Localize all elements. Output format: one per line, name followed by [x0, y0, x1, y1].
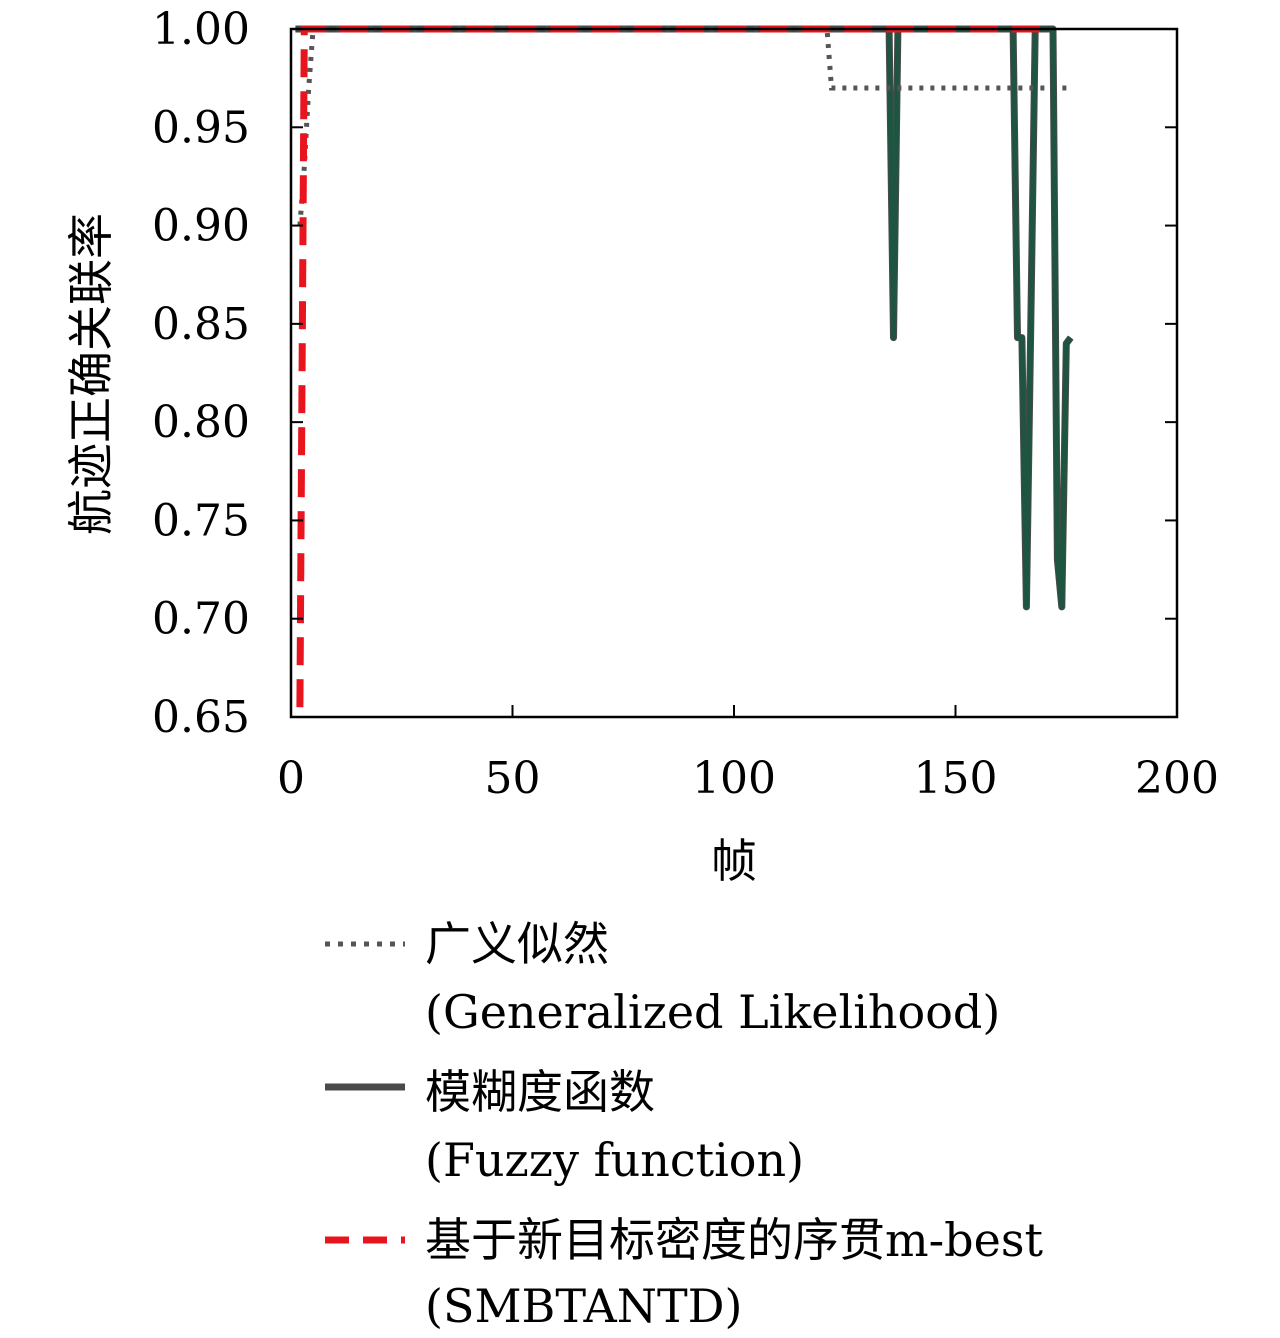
y-tick-label: 1.00 [152, 4, 250, 55]
y-tick-label: 0.90 [152, 201, 250, 252]
x-tick-label: 50 [485, 753, 541, 804]
y-tick-label: 0.65 [152, 692, 250, 743]
x-tick-label: 0 [277, 753, 305, 804]
y-axis-title: 航迹正确关联率 [64, 213, 118, 535]
legend-label-smbtantd-en: (SMBTANTD) [425, 1279, 743, 1333]
ticks-layer: 0 50 100 150 200 0.65 0.70 0.75 0.80 0.85 0.90 0.95… [152, 4, 1219, 804]
y-tick-label: 0.75 [152, 495, 250, 546]
series-line-generalized-likelihood [297, 26, 1071, 226]
series-line-smbtantd [296, 25, 1053, 708]
legend-label-fuzzy-function-en: (Fuzzy function) [425, 1133, 804, 1187]
plot-frame [289, 27, 1179, 719]
y-tick-label: 0.80 [152, 397, 250, 448]
legend-label-smbtantd: 基于新目标密度的序贯m-best [425, 1213, 1043, 1267]
legend-label-generalized-likelihood-en: (Generalized Likelihood) [425, 985, 1000, 1039]
x-tick-label: 150 [914, 753, 998, 804]
series-layer [295, 25, 1074, 708]
series-line-fuzzy-function-drops [886, 26, 1073, 610]
legend-label-generalized-likelihood: 广义似然 [425, 917, 609, 971]
series-line-smbtantd-tail [1050, 28, 1073, 610]
legend-label-fuzzy-function: 模糊度函数 [425, 1065, 655, 1119]
x-tick-label: 100 [692, 753, 776, 804]
y-tick-label: 0.95 [152, 102, 250, 153]
y-tick-label: 0.85 [152, 299, 250, 350]
x-tick-label: 200 [1135, 753, 1219, 804]
y-tick-label: 0.70 [152, 594, 250, 645]
x-axis-title: 帧 [711, 834, 757, 888]
series-line-fuzzy-function [295, 25, 1074, 611]
legend: 广义似然 (Generalized Likelihood) 模糊度函数 (Fuz… [325, 917, 1043, 1333]
